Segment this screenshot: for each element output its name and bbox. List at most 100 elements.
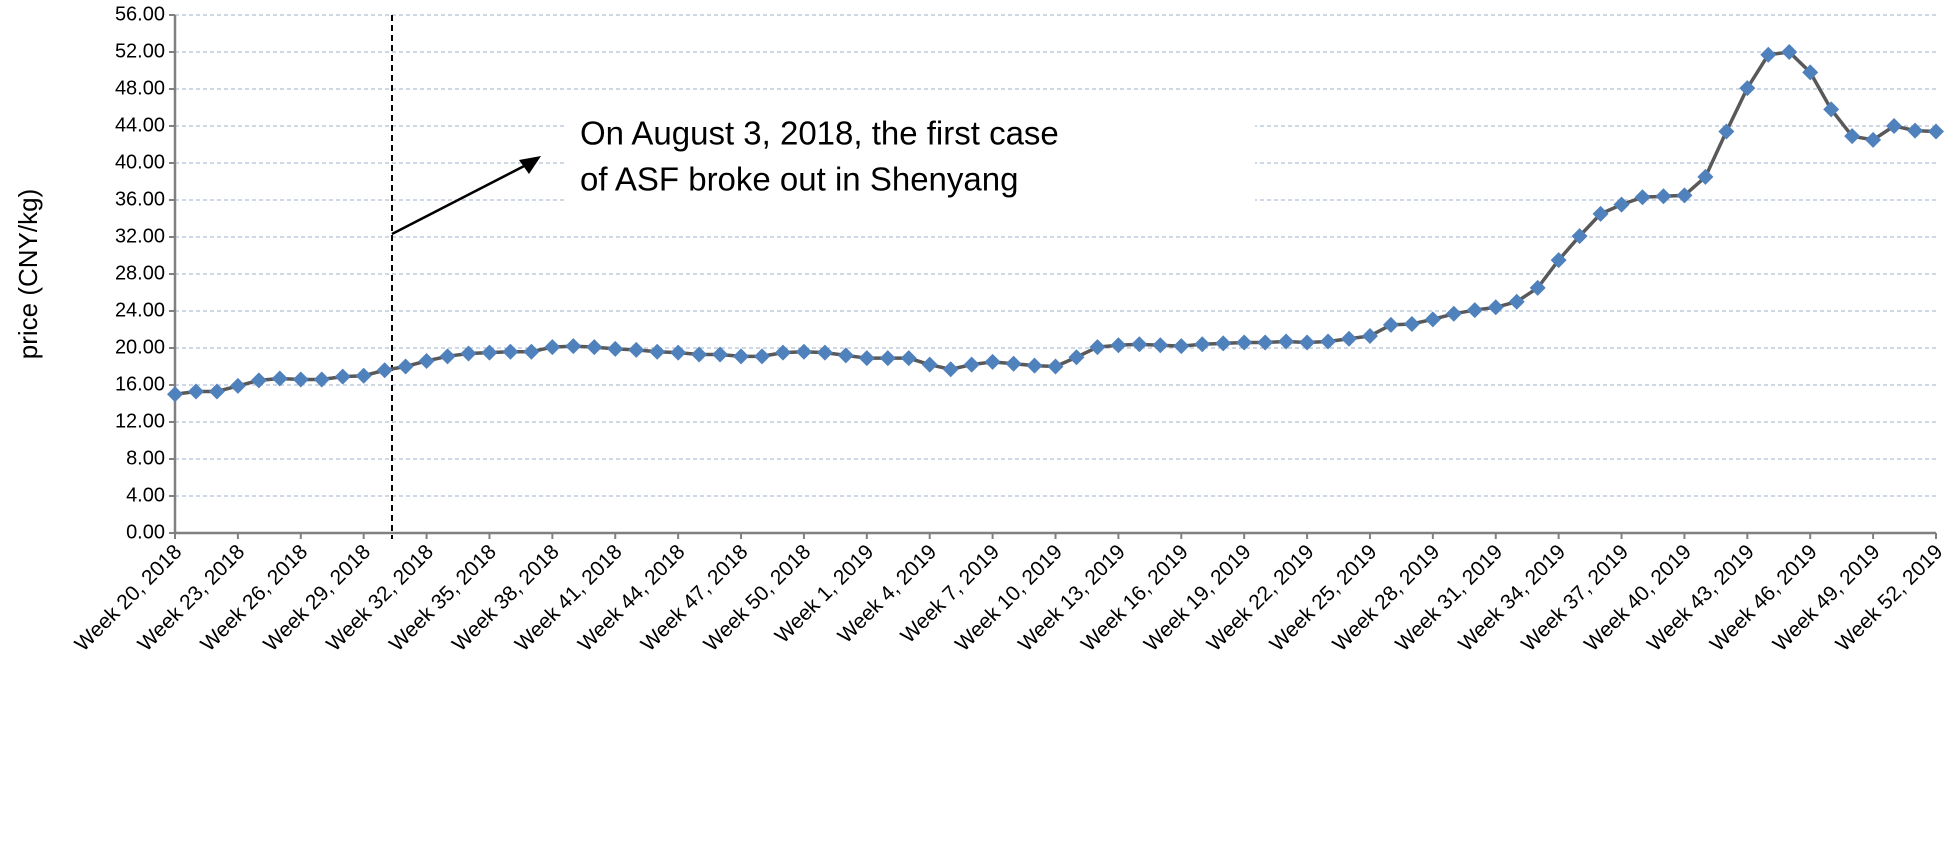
y-tick-label: 32.00 — [115, 225, 165, 247]
data-point — [1236, 334, 1253, 351]
data-point — [1026, 357, 1043, 374]
data-point — [1110, 337, 1127, 354]
data-point — [1361, 327, 1378, 344]
y-tick-label: 8.00 — [126, 447, 165, 469]
y-tick-label: 48.00 — [115, 77, 165, 99]
data-point — [502, 343, 519, 360]
x-tick-label: Week 38, 2018 — [448, 540, 564, 656]
data-point — [1382, 316, 1399, 333]
data-point — [1424, 311, 1441, 328]
data-point — [1487, 299, 1504, 316]
y-tick-label: 56.00 — [115, 3, 165, 25]
y-tick-label: 28.00 — [115, 262, 165, 284]
series-line — [174, 50, 1937, 396]
x-tick-label: Week 43, 2019 — [1643, 540, 1759, 656]
x-tick-label: Week 13, 2019 — [1014, 540, 1130, 656]
data-point — [691, 346, 708, 363]
data-point — [208, 383, 225, 400]
data-point — [1194, 336, 1211, 353]
y-tick-label: 0.00 — [126, 521, 165, 543]
data-point — [1320, 333, 1337, 350]
annotation-box — [565, 108, 1255, 208]
data-point — [984, 353, 1001, 370]
x-tick-label: Week 37, 2019 — [1517, 540, 1633, 656]
data-point — [942, 361, 959, 378]
data-point — [1697, 168, 1714, 185]
y-axis-label: price (CNY/kg) — [13, 189, 43, 359]
data-point — [1571, 228, 1588, 245]
x-tick-label: Week 40, 2019 — [1580, 540, 1696, 656]
y-tick-label: 16.00 — [115, 373, 165, 395]
annotation-arrow — [391, 161, 531, 236]
data-point — [523, 343, 540, 360]
x-tick-label: Week 49, 2019 — [1769, 540, 1885, 656]
y-tick-label: 4.00 — [126, 484, 165, 506]
data-point — [607, 340, 624, 357]
data-point — [313, 371, 330, 388]
data-point — [1445, 305, 1462, 322]
data-point — [1089, 339, 1106, 356]
data-point — [1928, 123, 1944, 140]
y-tick-label: 44.00 — [115, 114, 165, 136]
data-point — [795, 343, 812, 360]
x-tick-label: Week 19, 2019 — [1140, 540, 1256, 656]
data-point — [963, 356, 980, 373]
x-tick-label: Week 41, 2018 — [511, 540, 627, 656]
data-point — [1739, 80, 1756, 97]
data-point — [544, 339, 561, 356]
x-tick-label: Week 25, 2019 — [1266, 540, 1382, 656]
data-point — [1529, 279, 1546, 296]
data-point — [733, 348, 750, 365]
y-tick-label: 36.00 — [115, 188, 165, 210]
x-tick-label: Week 31, 2019 — [1391, 540, 1507, 656]
data-point — [1257, 334, 1274, 351]
data-point — [376, 362, 393, 379]
x-tick-label: Week 47, 2018 — [637, 540, 753, 656]
data-point — [586, 339, 603, 356]
data-point — [460, 345, 477, 362]
data-point — [397, 358, 414, 375]
data-point — [1634, 189, 1651, 206]
y-tick-label: 52.00 — [115, 40, 165, 62]
data-point — [1152, 337, 1169, 354]
data-point — [628, 341, 645, 358]
data-point — [250, 372, 267, 389]
x-tick-label: Week 44, 2018 — [574, 540, 690, 656]
x-tick-label: Week 26, 2018 — [196, 540, 312, 656]
data-point — [271, 370, 288, 387]
data-point — [1341, 330, 1357, 347]
data-point — [879, 350, 896, 367]
data-point — [1005, 355, 1022, 372]
x-tick-label: Week 10, 2019 — [951, 540, 1067, 656]
data-point — [1047, 358, 1064, 375]
x-tick-label: Week 34, 2019 — [1454, 540, 1570, 656]
x-tick-label: Week 23, 2018 — [133, 540, 249, 656]
data-point — [1550, 252, 1567, 269]
data-point — [1613, 196, 1630, 213]
data-point — [754, 348, 770, 365]
x-tick-label: Week 20, 2018 — [71, 540, 187, 656]
data-point — [1781, 44, 1798, 60]
x-tick-label: Week 16, 2019 — [1077, 540, 1193, 656]
x-tick-label: Week 32, 2018 — [322, 540, 438, 656]
x-tick-label: Week 29, 2018 — [259, 540, 375, 656]
data-point — [858, 350, 875, 367]
y-tick-label: 12.00 — [115, 410, 165, 432]
y-tick-label: 20.00 — [115, 336, 165, 358]
data-point — [1865, 131, 1882, 148]
x-tick-label: Week 50, 2018 — [699, 540, 815, 656]
data-point — [334, 368, 351, 385]
data-point — [167, 386, 183, 403]
data-point — [1403, 315, 1420, 332]
data-point — [565, 338, 582, 355]
data-point — [774, 344, 791, 361]
data-point — [1299, 334, 1316, 351]
data-point — [1886, 118, 1903, 134]
x-tick-label: Week 52, 2019 — [1832, 540, 1948, 656]
data-point — [1823, 101, 1840, 118]
data-point — [921, 356, 938, 373]
data-point — [712, 346, 729, 363]
data-point — [900, 350, 917, 367]
data-point — [1131, 336, 1148, 353]
